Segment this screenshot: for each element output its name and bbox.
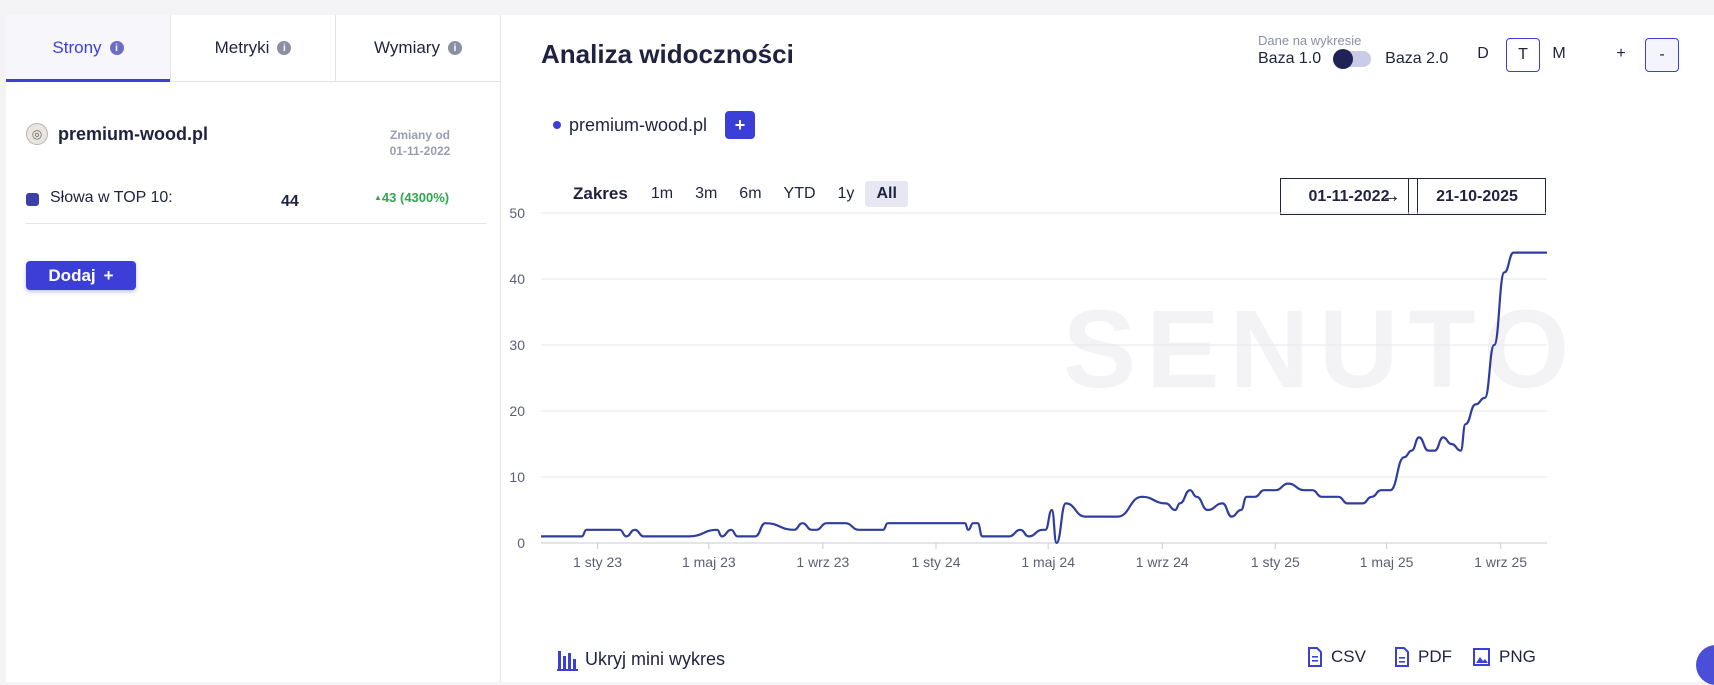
- domain-row: ◎ premium-wood.pl: [26, 123, 208, 145]
- info-icon[interactable]: i: [277, 41, 292, 55]
- range-1m-button[interactable]: 1m: [650, 185, 674, 202]
- page-title: Analiza widoczności: [541, 39, 794, 69]
- x-tick-label: 1 wrz 23: [796, 554, 849, 570]
- data-caption: Dane na wykresie: [1258, 33, 1362, 48]
- base-toggle[interactable]: [1333, 49, 1372, 69]
- metric-label: Słowa w TOP 10:: [50, 189, 173, 206]
- add-domain-label: Dodaj: [48, 265, 96, 285]
- metric-color-swatch: [26, 193, 39, 206]
- range-all-button[interactable]: All: [865, 181, 908, 207]
- legend-domain[interactable]: premium-wood.pl: [569, 114, 708, 135]
- y-tick-label: 0: [517, 535, 525, 551]
- data-base-selector: Dane na wykresie Baza 1.0 Baza 2.0: [1258, 33, 1449, 69]
- changes-date: 01-11-2022: [389, 144, 451, 158]
- tab-strony-label: Strony: [52, 38, 102, 57]
- plus-icon: +: [103, 265, 114, 285]
- metric-value: 44: [281, 193, 299, 210]
- domain-name[interactable]: premium-wood.pl: [58, 123, 208, 144]
- period-week-button[interactable]: T: [1506, 38, 1540, 72]
- export-png-label: PNG: [1499, 647, 1536, 666]
- metric-change-value: 43 (4300%): [381, 190, 450, 205]
- y-tick-label: 10: [509, 469, 525, 485]
- date-from-input[interactable]: 01-11-2022: [1280, 178, 1418, 215]
- info-icon[interactable]: i: [109, 41, 124, 55]
- bar-chart-icon: [557, 651, 578, 671]
- chat-launcher-button[interactable]: [1696, 645, 1714, 685]
- chart-legend: premium-wood.pl +: [553, 111, 756, 139]
- date-to-input[interactable]: 21-10-2025: [1408, 178, 1546, 215]
- series-line: [540, 251, 1547, 545]
- metric-change: ▲43 (4300%): [374, 190, 449, 205]
- period-day-button[interactable]: D: [1477, 45, 1489, 62]
- range-6m-button[interactable]: 6m: [739, 185, 762, 202]
- csv-file-icon: [1308, 647, 1322, 667]
- x-tick-label: 1 maj 25: [1360, 554, 1414, 570]
- tab-wymiary-label: Wymiary: [374, 38, 440, 57]
- chart-watermark: SENUTO: [1063, 288, 1579, 411]
- tab-bar: Strony i Metryki i Wymiary i: [6, 15, 500, 82]
- base-left-label: Baza 1.0: [1258, 50, 1322, 67]
- toggle-knob: [1333, 49, 1354, 69]
- info-icon[interactable]: i: [447, 41, 462, 55]
- tab-metryki[interactable]: Metryki i: [171, 15, 336, 81]
- range-1y-button[interactable]: 1y: [837, 185, 855, 202]
- triangle-up-icon: ▲: [374, 193, 382, 202]
- chart-panel: Analiza widoczności Dane na wykresie Baz…: [501, 15, 1714, 685]
- changes-since: Zmiany od 01-11-2022: [366, 127, 474, 159]
- tab-wymiary[interactable]: Wymiary i: [336, 15, 500, 81]
- export-png-button[interactable]: PNG: [1473, 647, 1536, 667]
- export-pdf-label: PDF: [1418, 647, 1452, 666]
- tab-strony[interactable]: Strony i: [6, 15, 171, 82]
- x-tick-label: 1 sty 24: [911, 554, 960, 570]
- period-month-button[interactable]: M: [1552, 45, 1566, 62]
- legend-dot: [553, 121, 561, 129]
- x-tick-label: 1 sty 23: [573, 554, 622, 570]
- metric-row: Słowa w TOP 10: 44 ▲43 (4300%): [26, 187, 486, 224]
- range-label: Zakres: [573, 184, 628, 203]
- x-tick-label: 1 maj 23: [682, 554, 736, 570]
- x-tick-label: 1 sty 25: [1251, 554, 1300, 570]
- image-file-icon: [1473, 648, 1490, 666]
- base-right-label: Baza 2.0: [1385, 50, 1449, 67]
- range-ytd-button[interactable]: YTD: [783, 185, 816, 202]
- tab-metryki-label: Metryki: [214, 38, 270, 57]
- x-tick-label: 1 wrz 25: [1474, 554, 1527, 570]
- domain-favicon-icon: ◎: [26, 123, 48, 145]
- hide-mini-chart-label: Ukryj mini wykres: [585, 648, 726, 669]
- zoom-out-button[interactable]: -: [1645, 38, 1679, 72]
- y-tick-label: 50: [509, 205, 525, 221]
- y-tick-label: 30: [509, 337, 525, 353]
- export-pdf-button[interactable]: PDF: [1394, 647, 1452, 667]
- export-csv-label: CSV: [1331, 647, 1366, 666]
- y-tick-label: 20: [509, 403, 525, 419]
- changes-label: Zmiany od: [389, 128, 450, 142]
- pdf-file-icon: [1395, 647, 1409, 667]
- x-tick-label: 1 wrz 24: [1136, 554, 1189, 570]
- export-csv-button[interactable]: CSV: [1307, 647, 1366, 667]
- x-tick-label: 1 maj 24: [1021, 554, 1075, 570]
- range-3m-button[interactable]: 3m: [695, 185, 718, 202]
- arrow-right-icon: →: [1381, 185, 1401, 207]
- zoom-in-button[interactable]: +: [1616, 45, 1626, 62]
- visibility-chart: SENUTO 0 10 20 30 40 50 1 sty 23 1 maj 23 1 wrz…: [509, 205, 1579, 570]
- hide-mini-chart-button[interactable]: Ukryj mini wykres: [557, 647, 725, 671]
- left-panel: Strony i Metryki i Wymiary i ◎ premium-w…: [6, 15, 501, 682]
- add-domain-button[interactable]: Dodaj +: [26, 261, 136, 290]
- y-tick-label: 40: [509, 271, 525, 287]
- range-selector: Zakres 1m 3m 6m YTD 1y All: [573, 181, 908, 207]
- add-comparison-button[interactable]: +: [725, 111, 756, 139]
